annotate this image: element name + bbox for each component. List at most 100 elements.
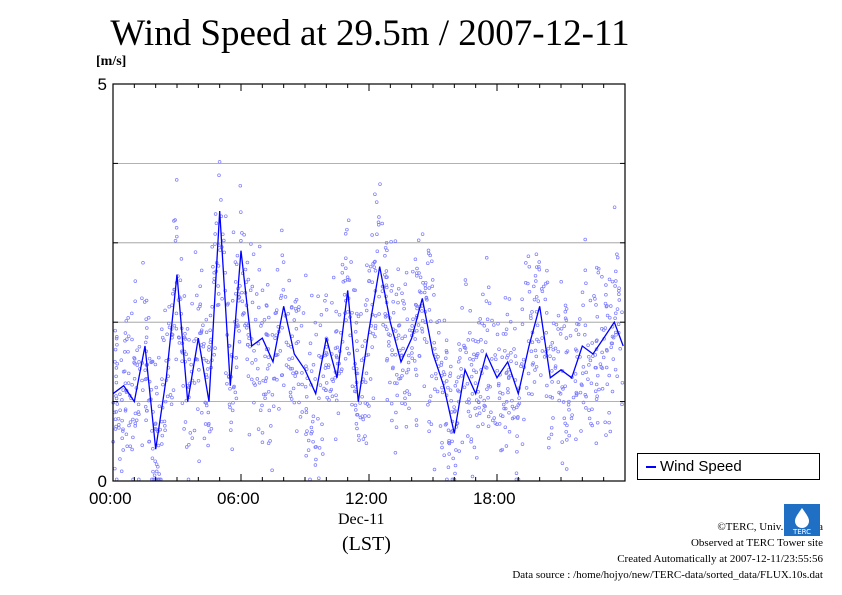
raw-sample-point — [267, 363, 271, 367]
raw-sample-point — [564, 350, 569, 355]
raw-sample-point — [411, 269, 415, 274]
raw-sample-point — [248, 288, 253, 293]
raw-sample-point — [123, 381, 128, 385]
raw-sample-point — [514, 405, 519, 410]
raw-sample-point — [554, 322, 559, 327]
raw-sample-point — [245, 260, 250, 265]
raw-sample-point — [344, 266, 348, 271]
raw-sample-point — [521, 357, 526, 362]
raw-sample-point — [178, 278, 183, 282]
raw-sample-point — [195, 357, 200, 362]
raw-sample-point — [400, 401, 404, 405]
raw-sample-point — [218, 248, 222, 252]
raw-sample-point — [335, 345, 340, 350]
raw-sample-point — [438, 424, 443, 428]
raw-sample-point — [355, 426, 359, 431]
raw-sample-point — [549, 432, 554, 437]
raw-sample-point — [481, 292, 485, 297]
credit-source: Data source : /home/hojyo/new/TERC-data/… — [512, 569, 823, 581]
raw-sample-point — [411, 317, 415, 321]
raw-sample-point — [260, 430, 265, 435]
raw-sample-point — [414, 423, 419, 428]
raw-sample-point — [377, 215, 381, 219]
raw-sample-point — [182, 427, 186, 431]
raw-sample-point — [610, 341, 615, 346]
raw-sample-point — [297, 305, 301, 309]
raw-sample-point — [208, 313, 213, 318]
raw-sample-point — [340, 262, 345, 267]
raw-sample-point — [258, 408, 263, 412]
raw-sample-point — [270, 468, 274, 473]
raw-sample-point — [364, 308, 369, 313]
raw-sample-point — [496, 383, 501, 388]
raw-sample-point — [293, 300, 298, 304]
raw-sample-point — [597, 387, 601, 392]
raw-sample-point — [211, 265, 215, 269]
raw-sample-point — [383, 272, 387, 277]
raw-sample-point — [220, 297, 224, 301]
raw-sample-point — [447, 438, 451, 443]
raw-sample-point — [526, 281, 530, 286]
raw-sample-point — [508, 319, 513, 324]
raw-sample-point — [415, 306, 419, 311]
raw-sample-point — [607, 420, 611, 425]
raw-sample-point — [242, 232, 246, 237]
raw-sample-point — [524, 386, 529, 390]
raw-sample-point — [327, 398, 331, 402]
raw-sample-point — [304, 407, 309, 411]
raw-sample-point — [457, 449, 461, 453]
raw-sample-point — [448, 371, 453, 375]
raw-sample-point — [196, 407, 200, 411]
raw-sample-point — [513, 354, 518, 358]
raw-sample-point — [570, 413, 574, 417]
raw-sample-point — [393, 353, 398, 357]
raw-sample-point — [485, 317, 490, 322]
raw-sample-point — [507, 430, 512, 434]
raw-sample-point — [400, 291, 404, 296]
raw-sample-point — [324, 350, 329, 355]
raw-sample-point — [394, 410, 398, 415]
raw-sample-point — [400, 336, 404, 341]
raw-sample-point — [247, 432, 252, 437]
raw-sample-point — [504, 332, 508, 336]
raw-sample-point — [275, 268, 280, 272]
raw-sample-point — [376, 220, 381, 225]
raw-sample-point — [357, 438, 361, 442]
raw-sample-point — [207, 422, 211, 426]
raw-sample-point — [201, 344, 206, 349]
raw-sample-point — [463, 278, 468, 282]
raw-sample-point — [584, 370, 588, 375]
raw-sample-point — [123, 408, 128, 413]
raw-sample-point — [471, 358, 476, 362]
raw-sample-point — [234, 291, 238, 296]
raw-sample-point — [519, 362, 524, 366]
raw-sample-point — [149, 360, 153, 365]
raw-sample-point — [301, 311, 306, 315]
raw-sample-point — [593, 365, 598, 370]
raw-sample-point — [229, 420, 233, 425]
raw-sample-point — [239, 239, 243, 243]
raw-sample-point — [355, 311, 359, 316]
raw-sample-point — [500, 447, 504, 452]
raw-sample-point — [347, 278, 352, 282]
raw-sample-point — [254, 292, 259, 296]
raw-sample-point — [344, 318, 348, 322]
raw-sample-point — [427, 429, 431, 433]
raw-sample-point — [537, 267, 542, 272]
raw-sample-point — [547, 436, 551, 441]
raw-sample-point — [509, 351, 513, 355]
raw-sample-point — [324, 308, 329, 312]
raw-sample-point — [231, 385, 236, 390]
raw-sample-point — [420, 309, 424, 313]
raw-sample-point — [545, 383, 549, 388]
raw-sample-point — [125, 337, 129, 341]
raw-sample-point — [206, 423, 211, 427]
raw-sample-point — [213, 346, 217, 350]
raw-sample-point — [234, 396, 239, 401]
raw-sample-point — [228, 405, 232, 410]
raw-sample-point — [614, 279, 618, 283]
raw-sample-point — [262, 318, 267, 322]
raw-sample-point — [468, 309, 472, 313]
raw-sample-point — [474, 398, 479, 402]
raw-sample-point — [530, 310, 534, 314]
